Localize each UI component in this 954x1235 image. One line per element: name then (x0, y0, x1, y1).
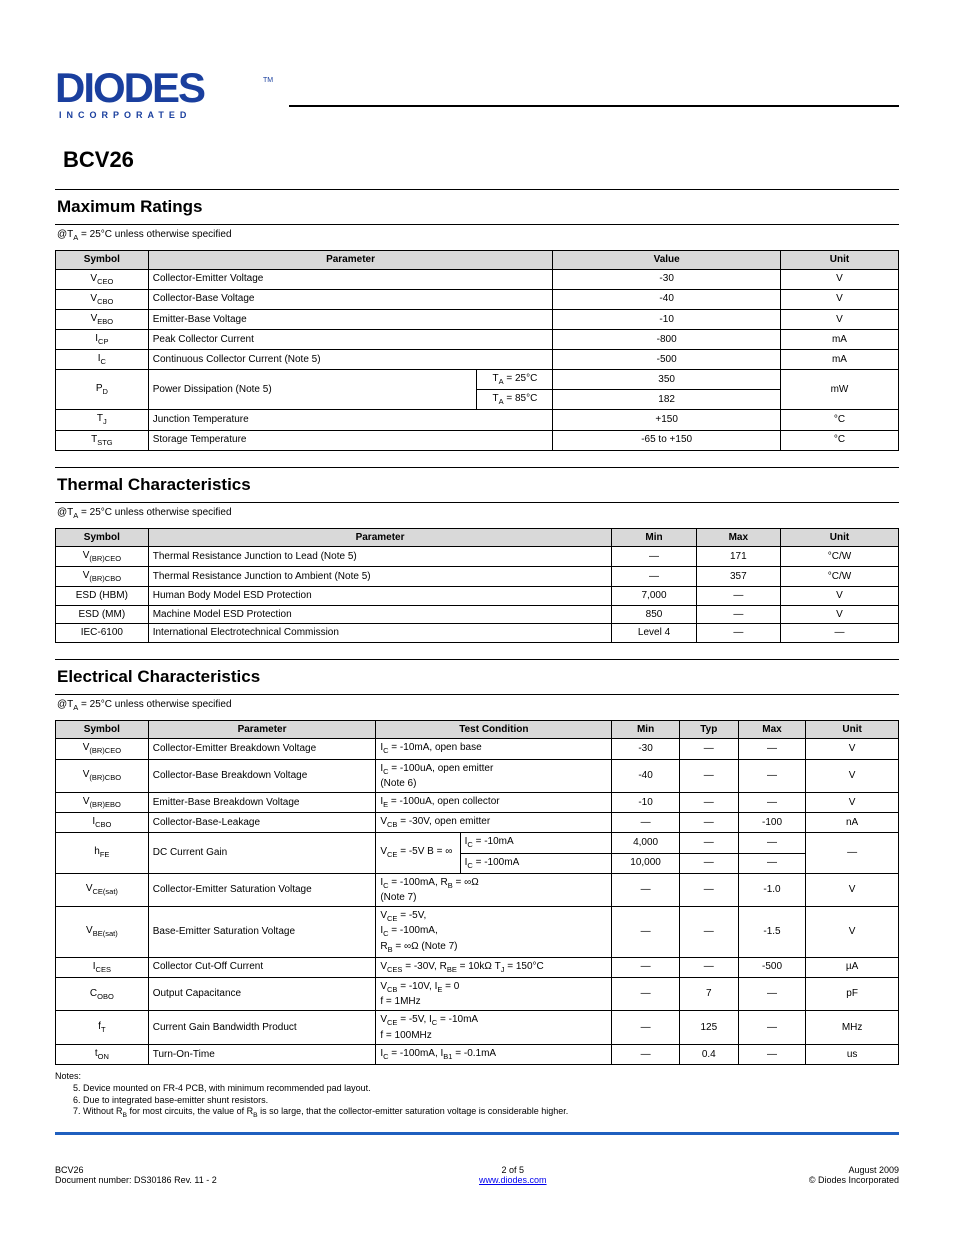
electrical-table: Symbol Parameter Test Condition Min Typ … (55, 720, 899, 1065)
table-row: V(BR)CBO Collector-Base Breakdown Voltag… (56, 759, 899, 793)
table-header-row: Symbol Parameter Value Unit (56, 251, 899, 270)
section-sub-electrical: @TA = 25°C unless otherwise specified (57, 699, 899, 712)
table-row: ICBO Collector-Base-Leakage VCB = -30V, … (56, 813, 899, 833)
table-row: ESD (HBM) Human Body Model ESD Protectio… (56, 587, 899, 606)
table-row: V(BR)CEO Collector-Emitter Breakdown Vol… (56, 739, 899, 759)
svg-text:TM: TM (263, 77, 273, 84)
table-row: ESD (MM) Machine Model ESD Protection 85… (56, 605, 899, 624)
table-row: VBE(sat) Base-Emitter Saturation Voltage… (56, 907, 899, 957)
footer-rule (55, 1132, 899, 1135)
elec-rows-1: V(BR)CEO Collector-Emitter Breakdown Vol… (56, 739, 899, 833)
max-ratings-rows-1: VCEO Collector-Emitter Voltage -30 V VCB… (56, 269, 899, 370)
table-row: fT Current Gain Bandwidth Product VCE = … (56, 1011, 899, 1045)
page-header: DIODES INCORPORATED TM (55, 60, 899, 135)
table-row: V(BR)EBO Emitter-Base Breakdown Voltage … (56, 793, 899, 813)
table-header-row: Symbol Parameter Test Condition Min Typ … (56, 720, 899, 739)
table-row: VCBO Collector-Base Voltage -40 V (56, 289, 899, 309)
logo-text-bottom: INCORPORATED (59, 110, 191, 120)
table-row: VCE(sat) Collector-Emitter Saturation Vo… (56, 873, 899, 907)
col-parameter: Parameter (148, 251, 553, 270)
table-row: IEC-6100 International Electrotechnical … (56, 624, 899, 643)
table-row: COBO Output Capacitance VCB = -10V, IE =… (56, 977, 899, 1011)
table-row: VEBO Emitter-Base Voltage -10 V (56, 309, 899, 329)
footer-link[interactable]: www.diodes.com (479, 1175, 547, 1185)
table-row: VCEO Collector-Emitter Voltage -30 V (56, 269, 899, 289)
table-row: ICES Collector Cut-Off Current VCES = -3… (56, 957, 899, 977)
table-row: ICP Peak Collector Current -800 mA (56, 329, 899, 349)
table-row: V(BR)CEO Thermal Resistance Junction to … (56, 547, 899, 567)
footer-right: August 2009 © Diodes Incorporated (809, 1165, 899, 1185)
col-symbol: Symbol (56, 251, 149, 270)
part-number: BCV26 (55, 147, 899, 173)
section-title-max-ratings: Maximum Ratings (55, 189, 899, 225)
tj-row: TJ Junction Temperature +150 °C (56, 410, 899, 430)
col-unit: Unit (780, 251, 898, 270)
tstg-row: TSTG Storage Temperature -65 to +150 °C (56, 430, 899, 450)
logo-text-top: DIODES (55, 64, 205, 111)
table-row: IC Continuous Collector Current (Note 5)… (56, 350, 899, 370)
section-title-electrical: Electrical Characteristics (55, 659, 899, 695)
pd-row-1: PD Power Dissipation (Note 5) TA = 25°C … (56, 370, 899, 390)
electrical-notes: Notes: 5. Device mounted on FR-4 PCB, wi… (55, 1071, 899, 1121)
footer-center: 2 of 5 www.diodes.com (217, 1165, 809, 1185)
hfe-row-1: hFE DC Current Gain VCE = -5V B = ∞ IC =… (56, 833, 899, 853)
thermal-table: Symbol Parameter Min Max Unit V(BR)CEO T… (55, 528, 899, 643)
elec-rows-2: VCE(sat) Collector-Emitter Saturation Vo… (56, 873, 899, 1065)
max-ratings-table: Symbol Parameter Value Unit VCEO Collect… (55, 250, 899, 451)
col-value: Value (553, 251, 781, 270)
table-row: V(BR)CBO Thermal Resistance Junction to … (56, 567, 899, 587)
section-title-thermal: Thermal Characteristics (55, 467, 899, 503)
table-header-row: Symbol Parameter Min Max Unit (56, 528, 899, 547)
diodes-logo: DIODES INCORPORATED TM (55, 60, 285, 135)
section-sub-max-ratings: @TA = 25°C unless otherwise specified (57, 229, 899, 242)
page-footer: BCV26 Document number: DS30186 Rev. 11 -… (55, 1165, 899, 1185)
header-rule (289, 105, 899, 107)
section-sub-thermal: @TA = 25°C unless otherwise specified (57, 507, 899, 520)
table-row: tON Turn-On-Time IC = -100mA, IB1 = -0.1… (56, 1045, 899, 1065)
footer-left: BCV26 Document number: DS30186 Rev. 11 -… (55, 1165, 217, 1185)
thermal-rows: V(BR)CEO Thermal Resistance Junction to … (56, 547, 899, 643)
